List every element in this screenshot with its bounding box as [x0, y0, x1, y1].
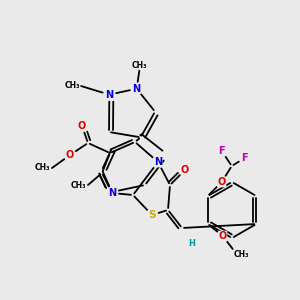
Text: CH₃: CH₃: [70, 181, 86, 190]
Text: O: O: [218, 177, 226, 187]
Text: F: F: [242, 153, 248, 163]
Text: CH₃: CH₃: [132, 61, 147, 70]
Text: F: F: [218, 146, 225, 156]
Text: H: H: [189, 239, 195, 248]
Text: CH₃: CH₃: [234, 250, 249, 259]
Text: CH₃: CH₃: [34, 164, 50, 172]
Text: N: N: [105, 90, 113, 100]
Text: N: N: [133, 84, 141, 94]
Text: O: O: [181, 165, 189, 175]
Text: N: N: [154, 157, 162, 167]
Text: O: O: [219, 231, 227, 241]
Text: S: S: [148, 210, 156, 220]
Text: O: O: [66, 150, 74, 160]
Text: O: O: [78, 121, 86, 131]
Text: CH₃: CH₃: [64, 82, 80, 91]
Text: N: N: [108, 188, 116, 198]
